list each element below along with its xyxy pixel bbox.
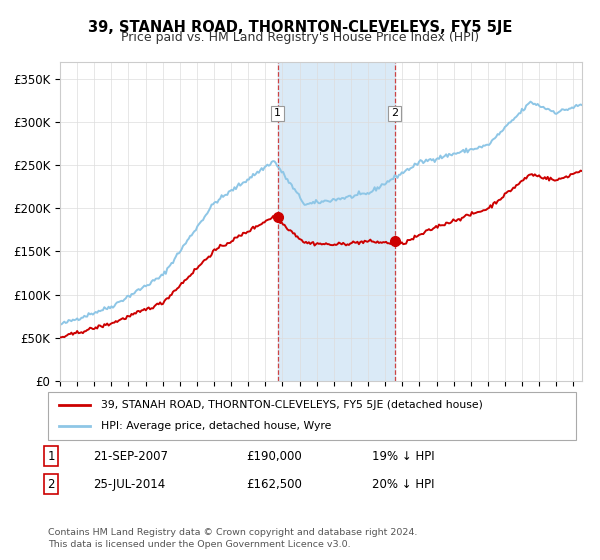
Text: 39, STANAH ROAD, THORNTON-CLEVELEYS, FY5 5JE (detached house): 39, STANAH ROAD, THORNTON-CLEVELEYS, FY5… [101,400,482,410]
Text: 39, STANAH ROAD, THORNTON-CLEVELEYS, FY5 5JE: 39, STANAH ROAD, THORNTON-CLEVELEYS, FY5… [88,20,512,35]
Text: 2: 2 [391,109,398,118]
Bar [278,62,395,381]
FancyBboxPatch shape [48,392,576,440]
Text: £190,000: £190,000 [246,450,302,463]
Text: £162,500: £162,500 [246,478,302,491]
Text: 20% ↓ HPI: 20% ↓ HPI [372,478,434,491]
Text: 1: 1 [274,109,281,118]
Text: 21-SEP-2007: 21-SEP-2007 [93,450,168,463]
Text: 19% ↓ HPI: 19% ↓ HPI [372,450,434,463]
Text: 25-JUL-2014: 25-JUL-2014 [93,478,165,491]
Text: 2: 2 [47,478,55,491]
Text: Price paid vs. HM Land Registry's House Price Index (HPI): Price paid vs. HM Land Registry's House … [121,31,479,44]
Text: HPI: Average price, detached house, Wyre: HPI: Average price, detached house, Wyre [101,421,331,431]
Text: Contains HM Land Registry data © Crown copyright and database right 2024.
This d: Contains HM Land Registry data © Crown c… [48,528,418,549]
Text: 1: 1 [47,450,55,463]
